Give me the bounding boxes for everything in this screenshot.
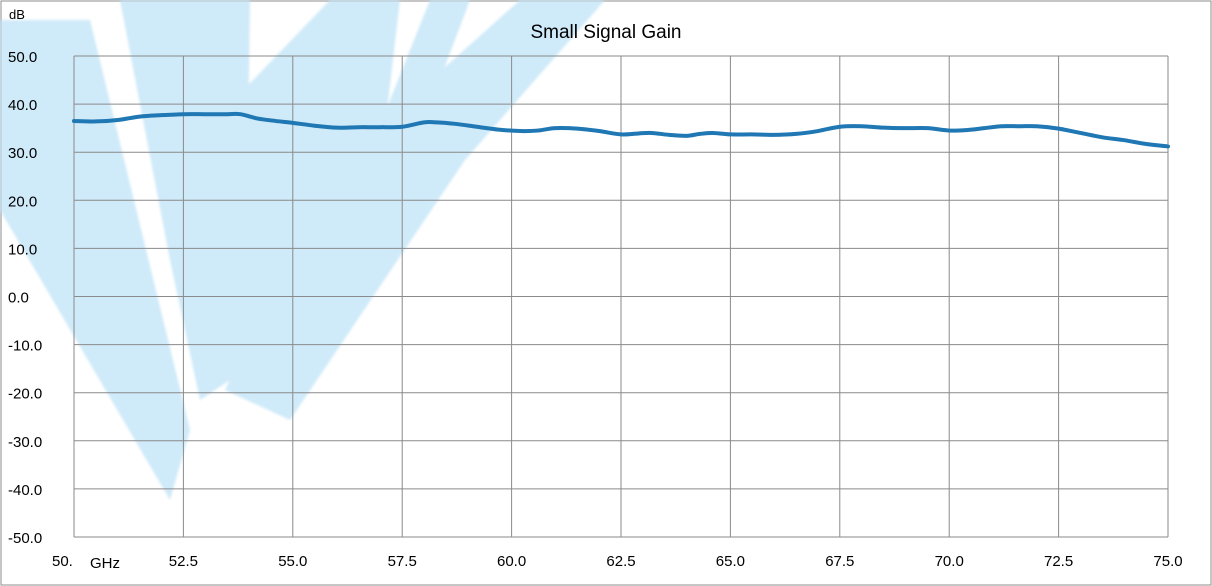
x-axis-label: GHz: [90, 555, 120, 572]
x-tick-label: 65.0: [716, 553, 745, 570]
y-tick-label: 30.0: [8, 145, 37, 162]
y-tick-label: -10.0: [8, 338, 42, 355]
chart-title: Small Signal Gain: [530, 22, 681, 43]
y-tick-label: 20.0: [8, 193, 37, 210]
x-tick-label: 52.5: [169, 553, 198, 570]
y-axis-tick-labels: 50.0 40.0 30.0 20.0 10.0 0.0 -10.0 -20.0 -30.0 -4…: [8, 49, 42, 547]
y-axis-label: dB: [9, 7, 25, 22]
series-layer: [72, 111, 1170, 149]
y-tick-label: 40.0: [8, 97, 37, 114]
grid: [73, 55, 1169, 538]
x-axis-tick-labels: 50. 52.5 55.0 57.5 60.0 62.5 65.0 67.5 70.0 72.5 7…: [52, 553, 1183, 570]
y-tick-label: -20.0: [8, 386, 42, 403]
x-tick-label: 70.0: [935, 553, 964, 570]
x-tick-label: 67.5: [825, 553, 854, 570]
x-tick-label: 55.0: [278, 553, 307, 570]
x-tick-label: 50.: [52, 553, 73, 570]
y-tick-label: 50.0: [8, 49, 37, 66]
y-tick-label: -50.0: [8, 530, 42, 547]
x-tick-label: 57.5: [388, 553, 417, 570]
series-line: [72, 111, 1170, 149]
x-tick-label: 62.5: [606, 553, 635, 570]
y-tick-label: 10.0: [8, 241, 37, 258]
y-tick-label: -40.0: [8, 482, 42, 499]
y-tick-label: -30.0: [8, 434, 42, 451]
x-tick-label: 60.0: [497, 553, 526, 570]
x-tick-label: 75.0: [1153, 553, 1182, 570]
y-tick-label: 0.0: [8, 290, 29, 307]
x-tick-label: 72.5: [1044, 553, 1073, 570]
